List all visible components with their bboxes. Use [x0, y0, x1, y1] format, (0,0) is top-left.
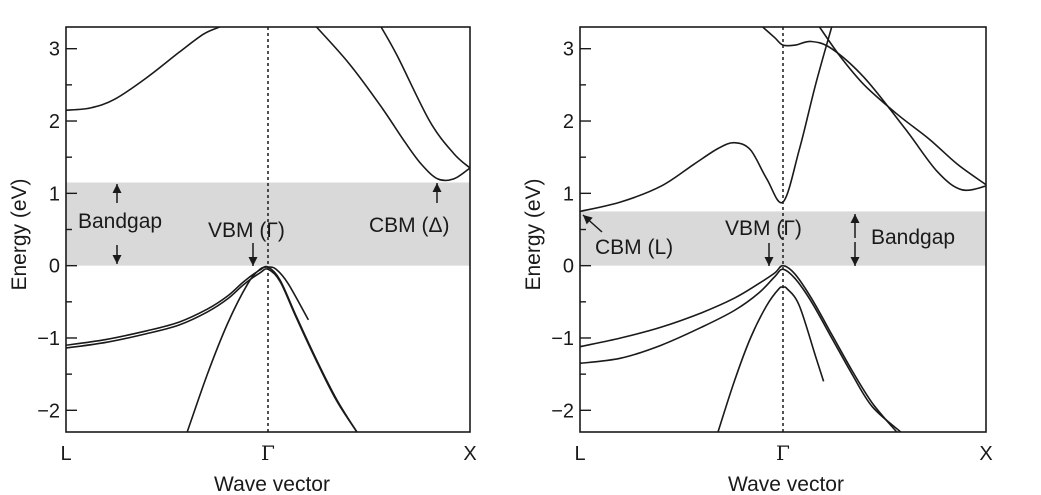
- chart-panel-1: −2 −1 0 1 2 3 L Γ X Wave vector Energy (eV): [8, 26, 477, 495]
- band-line-5: [580, 268, 902, 432]
- x-tick-label: Γ: [261, 441, 275, 465]
- y-tick-label: 0: [563, 256, 574, 278]
- annotation-bandgap: Bandgap: [78, 210, 162, 233]
- vbm-arrow: [248, 243, 258, 266]
- y-tick-label: −1: [551, 328, 574, 350]
- band-line-6: [717, 286, 825, 432]
- bands: [580, 27, 986, 432]
- vbm-arrow: [764, 243, 774, 266]
- y-axis-title: Energy (eV): [8, 178, 31, 290]
- cbm-arrow: [432, 183, 442, 203]
- y-tick-label: 3: [49, 39, 60, 61]
- y-tick-label: 3: [563, 39, 574, 61]
- bandgap-arrow-up: [850, 214, 860, 238]
- x-tick-label: X: [979, 443, 992, 465]
- x-tick-label: Γ: [776, 441, 790, 465]
- band-line-6: [186, 266, 310, 432]
- annotation-vbm: VBM (Γ): [725, 217, 802, 240]
- chart-panel-2: −2 −1 0 1 2 3 L Γ X Wave vector Energy (eV): [522, 26, 993, 495]
- y-tick-label: 2: [563, 111, 574, 133]
- y-tick-label: 1: [49, 183, 60, 205]
- y-tick-label: −2: [37, 400, 60, 422]
- y-tick-label: 2: [49, 111, 60, 133]
- bandgap-arrow-down: [850, 242, 860, 266]
- annotation-cbm: CBM (L): [595, 236, 673, 259]
- annotation-cbm: CBM (Δ): [369, 214, 450, 237]
- band-line-2: [762, 27, 986, 192]
- band-line-4: [66, 265, 358, 432]
- band-line-1: [66, 27, 222, 111]
- band-line-2: [315, 27, 470, 182]
- x-tick-label: L: [60, 443, 71, 465]
- y-tick-label: 0: [49, 256, 60, 278]
- band-line-5: [66, 268, 358, 432]
- annotation-vbm: VBM (Γ): [208, 219, 285, 242]
- x-axis-title: Wave vector: [728, 473, 844, 495]
- y-tick-label: 1: [563, 183, 574, 205]
- x-tick-label: X: [463, 443, 476, 465]
- band-line-1: [580, 27, 833, 213]
- band-line-3: [818, 27, 986, 186]
- band-line-4: [580, 264, 898, 432]
- annotation-bandgap: Bandgap: [871, 226, 955, 249]
- bandgap-arrow-down: [112, 245, 122, 264]
- x-axis-title: Wave vector: [214, 473, 330, 495]
- y-tick-label: −2: [551, 400, 574, 422]
- y-axis-title: Energy (eV): [522, 178, 545, 290]
- x-tick-label: L: [574, 443, 585, 465]
- band-line-3: [380, 27, 470, 169]
- cbm-arrow: [582, 214, 603, 233]
- bandgap-arrow-up: [112, 184, 122, 203]
- y-tick-label: −1: [37, 328, 60, 350]
